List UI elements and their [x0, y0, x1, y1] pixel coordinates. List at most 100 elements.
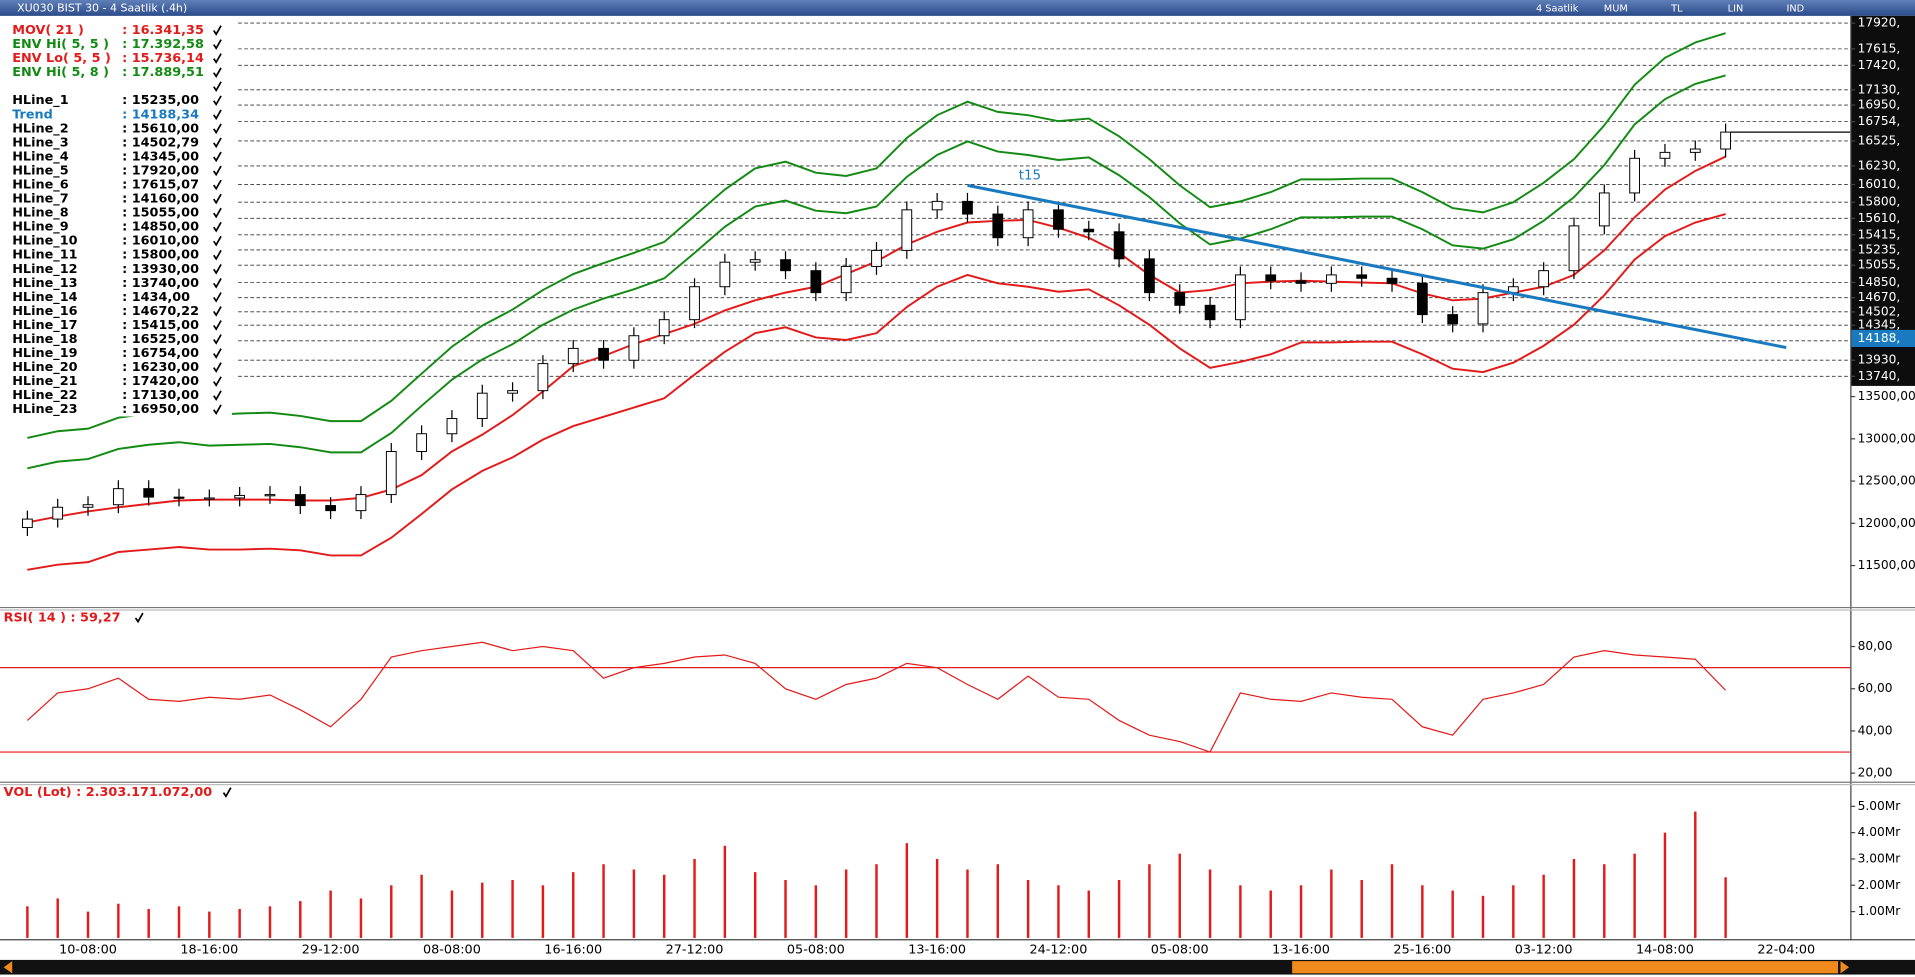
toolbar-item[interactable]: IND	[1786, 4, 1804, 15]
x-tick-label: 10-08:00	[59, 943, 117, 958]
legend-name: HLine_17	[12, 318, 77, 333]
volume-bar	[1421, 885, 1424, 938]
candle-body	[962, 200, 973, 215]
candle-body	[1325, 274, 1337, 284]
candle-body	[598, 347, 609, 361]
y-tick-label: 13740,	[1858, 369, 1901, 383]
volume-bar	[1239, 885, 1242, 938]
y-tick-label: 16754,	[1858, 114, 1901, 128]
legend-name: HLine_11	[12, 248, 77, 263]
candle-body	[871, 249, 882, 267]
volume-bar	[1572, 858, 1576, 938]
volume-bar	[299, 901, 302, 938]
volume-bar	[966, 869, 969, 938]
window-title: XU030 BIST 30 - 4 Saatlik (.4h)	[17, 2, 187, 15]
volume-bar	[1026, 880, 1030, 938]
legend-value: : 16525,00	[122, 332, 199, 347]
candle-body	[810, 270, 822, 294]
legend-name: HLine_21	[12, 374, 77, 389]
y-tick-label: 15800,	[1858, 195, 1901, 209]
check-icon	[213, 263, 222, 275]
candle-body	[1689, 148, 1701, 153]
legend-value: : 16754,00	[122, 346, 199, 361]
x-tick-label: 13-16:00	[908, 943, 966, 958]
legend-name: ENV Hi( 5, 8 )	[12, 65, 109, 80]
volume-bar	[268, 906, 272, 938]
check-icon	[213, 53, 222, 64]
y-tick-label: 14502,	[1858, 304, 1901, 318]
volume-bar	[632, 869, 636, 938]
x-tick-label: 14-08:00	[1636, 943, 1694, 958]
y-tick-label: 13000,00	[1858, 431, 1915, 445]
candle-body	[143, 488, 155, 498]
candle-body	[1113, 231, 1125, 260]
toolbar-item[interactable]: 4 Saatlik	[1536, 4, 1579, 15]
candle-body	[780, 259, 791, 272]
legend-name: HLine_6	[12, 178, 68, 193]
y-tick-label: 11500,00	[1858, 558, 1915, 572]
trend-line	[967, 183, 1787, 350]
volume-bar	[1512, 885, 1515, 938]
legend-name: HLine_7	[12, 192, 68, 207]
legend-value: : 17420,00	[122, 374, 199, 389]
x-tick-label: 24-12:00	[1030, 943, 1088, 958]
legend-value: : 13740,00	[122, 276, 199, 291]
y-tick-label: 15610,	[1858, 211, 1901, 225]
scroll-thumb[interactable]	[1292, 961, 1839, 974]
scroll-left[interactable]	[3, 961, 13, 974]
check-icon	[213, 306, 222, 317]
volume-bar	[1360, 880, 1363, 938]
volume-bar	[329, 890, 332, 938]
check-icon	[213, 81, 222, 92]
panel-label: VOL (Lot) : 2.303.171.072,00	[4, 785, 213, 800]
scroll-right[interactable]	[1840, 961, 1850, 974]
candle-body	[1235, 274, 1246, 321]
legend-value: : 16010,00	[122, 234, 199, 249]
panel-label: RSI( 14 ) : 59,27	[4, 610, 121, 625]
check-icon	[213, 165, 222, 177]
check-icon	[222, 787, 232, 798]
volume-bar	[86, 911, 90, 938]
volume-bar	[450, 890, 454, 938]
legend-name: HLine_3	[12, 135, 68, 150]
volume-bar	[1694, 811, 1697, 938]
check-icon	[213, 278, 222, 289]
volume-bar	[693, 858, 696, 938]
toolbar-item[interactable]: LIN	[1728, 4, 1744, 15]
y-tick-label: 40,00	[1858, 723, 1893, 737]
volume-bar	[481, 882, 484, 938]
trend-label: t15	[1019, 169, 1041, 184]
candle-body	[628, 335, 640, 361]
y-tick-label: 17615,	[1858, 41, 1901, 55]
y-tick-label: 12000,00	[1858, 516, 1915, 530]
indicator-line	[27, 74, 1726, 470]
check-icon	[213, 376, 222, 387]
legend-value: : 17.889,51	[122, 65, 204, 80]
volume-bar	[511, 880, 514, 938]
candle-body	[22, 518, 33, 529]
candle-body	[476, 392, 488, 420]
y-tick-label: 17920,	[1858, 16, 1901, 30]
toolbar-item[interactable]: MUM	[1604, 4, 1628, 15]
volume-bar	[1633, 853, 1636, 938]
x-tick-label: 25-16:00	[1393, 943, 1451, 958]
volume-bar	[26, 906, 29, 938]
toolbar-item[interactable]: TL	[1670, 4, 1683, 15]
legend-value: : 14670,22	[122, 304, 199, 319]
legend-value: : 14160,00	[122, 192, 199, 207]
x-tick-label: 13-16:00	[1272, 943, 1330, 958]
trend-axis-box	[1851, 329, 1915, 347]
legend-value: : 15055,00	[122, 206, 199, 221]
candle-body	[1659, 151, 1671, 159]
volume-bar	[572, 872, 575, 938]
volume-bar	[1330, 869, 1333, 938]
check-icon	[134, 612, 144, 624]
y-tick-label: 17130,	[1858, 82, 1901, 96]
candle-body	[294, 494, 306, 507]
candle-body	[234, 494, 246, 499]
legend-name: HLine_9	[12, 220, 68, 235]
candle-body	[264, 494, 276, 497]
check-icon	[213, 25, 222, 36]
